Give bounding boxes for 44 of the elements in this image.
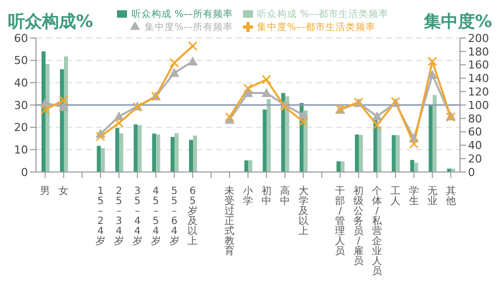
y2-tick-label: 120 — [468, 86, 489, 99]
y-tick-label: 60 — [14, 32, 28, 45]
category-label: 个体/私营企业人员 — [372, 186, 382, 277]
y2-tick-label: 140 — [468, 72, 489, 86]
y2-axis-title: 集中度% — [424, 11, 492, 33]
x-tick-label: 其他 — [446, 185, 456, 207]
x-tick-label: 大学及以上 — [298, 185, 308, 237]
x-tick-label: 未受过正式教育 — [224, 185, 235, 257]
x-tick-label: 55–64岁 — [169, 186, 180, 247]
legend-label: 集中度%––所有频率 — [144, 22, 233, 33]
x-tick-label: 无业 — [427, 186, 438, 207]
x-tick-label: 15–24岁 — [96, 186, 106, 247]
y2-tick-label: 160 — [468, 58, 489, 72]
y2-tick-label: 100 — [468, 98, 489, 112]
y-tick-label: 30 — [14, 98, 28, 112]
x-tick-label: 干部/管理人员 — [335, 186, 346, 257]
x-tick-label: 小学 — [243, 185, 253, 207]
y-tick-label: 20 — [14, 121, 28, 134]
x-tick-label: 35–44岁 — [132, 186, 142, 247]
y-tick-label: 0 — [21, 166, 28, 179]
legend-label: 听众构成 %––所有频率 — [131, 9, 233, 20]
y2-tick-label: 80 — [468, 112, 482, 126]
y2-tick-label: 60 — [468, 126, 482, 139]
y-tick-label: 50 — [14, 54, 28, 68]
y-axis-title: 听众构成% — [8, 11, 94, 33]
y2-tick-label: 40 — [468, 139, 482, 152]
x-tick-label: 高中 — [280, 185, 290, 207]
y-tick-label: 10 — [14, 144, 28, 157]
legend-label: 集中度%––都市生活类频率 — [257, 22, 376, 33]
x-tick-label: 初中 — [261, 185, 272, 207]
x-tick-label: 初级公务员/雇员 — [354, 185, 364, 267]
y2-tick-label: 200 — [468, 32, 489, 45]
x-tick-label: 学生 — [408, 185, 419, 207]
y2-tick-label: 180 — [468, 45, 489, 58]
y-tick-label: 40 — [14, 76, 28, 90]
x-tick-label: 45–54岁 — [150, 186, 161, 247]
legend-label: 听众构成 %––都市生活类频率 — [257, 9, 389, 20]
x-tick-label: 65岁及以上 — [188, 186, 198, 247]
y2-tick-label: 0 — [468, 166, 475, 179]
x-tick-label: 女 — [58, 185, 69, 197]
x-tick-label: 25–34岁 — [114, 186, 124, 247]
y2-tick-label: 20 — [468, 152, 482, 166]
x-tick-label: 工人 — [390, 186, 400, 207]
x-tick-label: 男 — [40, 186, 50, 197]
